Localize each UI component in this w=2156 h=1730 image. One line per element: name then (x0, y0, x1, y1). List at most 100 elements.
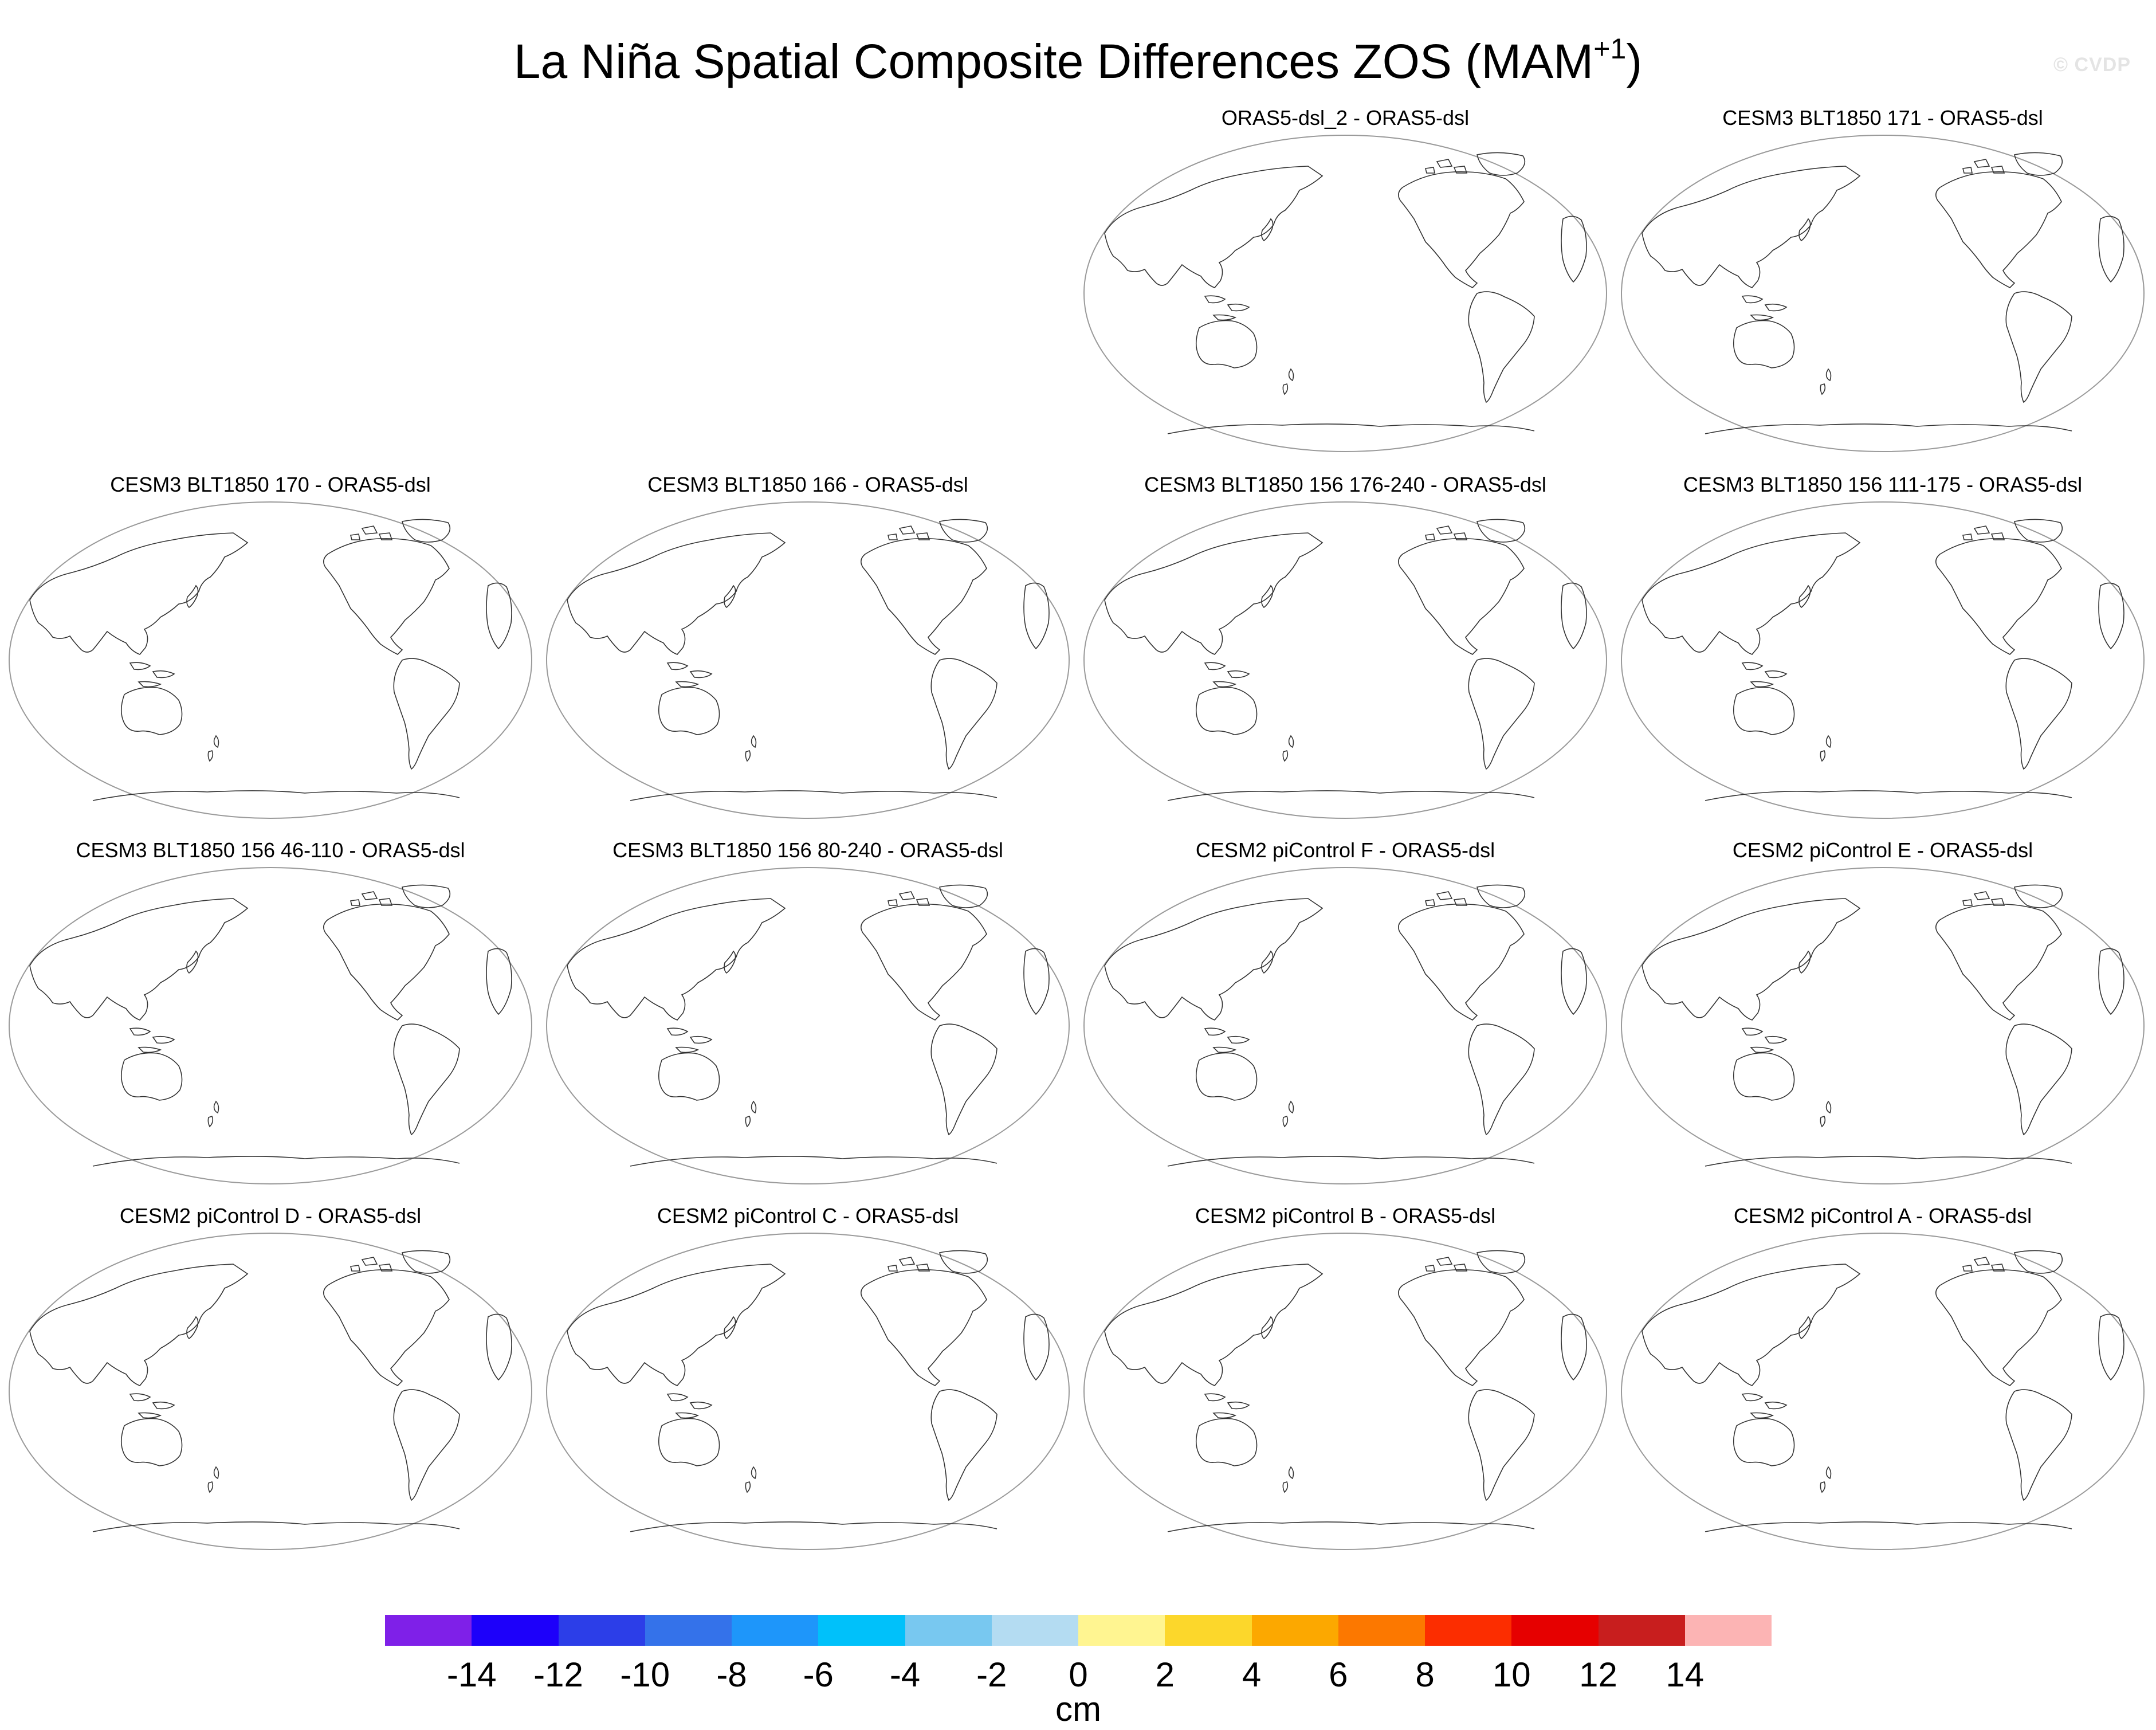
coastline (1641, 898, 1861, 1021)
panel-title: CESM3 BLT1850 170 - ORAS5-dsl (110, 473, 431, 496)
world-map (1083, 1233, 1607, 1550)
world-map (1621, 1233, 2145, 1550)
coastline (29, 898, 249, 1021)
coastline (1425, 891, 1468, 906)
coastline (1398, 1269, 1525, 1386)
coastline (2005, 1389, 2072, 1501)
coastline (1398, 903, 1525, 1021)
coastline (1798, 950, 1811, 974)
coastline (887, 891, 930, 906)
coastline (92, 1521, 460, 1532)
coastline (1820, 1466, 1832, 1493)
coastline (1476, 152, 1526, 176)
coastline (1104, 166, 1324, 288)
coastline (1741, 295, 1788, 321)
coastline (745, 1100, 757, 1128)
coastline (567, 532, 786, 655)
coastline (1261, 1316, 1274, 1340)
panel-title: CESM3 BLT1850 156 176-240 - ORAS5-dsl (1144, 473, 1546, 496)
coastline (2005, 291, 2072, 403)
coastline (1733, 686, 1795, 735)
coastline (724, 1316, 736, 1340)
coastline (1962, 525, 2005, 540)
coastline (1261, 950, 1274, 974)
colorbar-swatch (645, 1615, 732, 1646)
colorbar-tick-label: 10 (1492, 1656, 1531, 1694)
map-boundary (9, 867, 532, 1184)
coastline (323, 538, 450, 655)
coastline (1641, 166, 1861, 288)
map-panel: CESM2 piControl B - ORAS5-dsl (1082, 1203, 1609, 1550)
figure-title-text: La Niña Spatial Composite Differences ZO… (513, 34, 1594, 88)
panel-title: CESM3 BLT1850 156 46-110 - ORAS5-dsl (76, 838, 465, 862)
coastline (2014, 884, 2063, 908)
coastline (1195, 686, 1258, 735)
coastline (666, 1027, 713, 1053)
panel-title: CESM2 piControl E - ORAS5-dsl (1732, 838, 2033, 862)
coastline (2098, 582, 2124, 650)
map-boundary (9, 501, 532, 819)
coastline (745, 735, 757, 762)
coastline (29, 1264, 249, 1386)
coastline (1820, 1100, 1832, 1128)
coastline (1468, 1389, 1535, 1501)
coastline (186, 1316, 199, 1340)
colorbar-tick-label: -2 (976, 1656, 1007, 1694)
coastline (486, 582, 512, 650)
colorbar-tick-label: -8 (716, 1656, 747, 1694)
map-panel: CESM2 piControl D - ORAS5-dsl (7, 1203, 534, 1550)
colorbar-swatch (1078, 1615, 1165, 1646)
coastline (129, 1027, 175, 1053)
colorbar-swatch (818, 1615, 905, 1646)
coastline (1261, 218, 1274, 242)
coastline (658, 1052, 720, 1101)
map-panel: CESM2 piControl F - ORAS5-dsl (1082, 838, 1609, 1184)
world-map (1083, 867, 1607, 1184)
world-map (1621, 867, 2145, 1184)
coastline (120, 686, 183, 735)
coastline (120, 1052, 183, 1101)
world-map (546, 1233, 1070, 1550)
coastline (1167, 790, 1535, 801)
coastline (1561, 1313, 1587, 1381)
coastline (1468, 291, 1535, 403)
colorbar-tick-label: 12 (1579, 1656, 1617, 1694)
coastline (1705, 1156, 2072, 1167)
coastline (1705, 790, 2072, 801)
coastline (1398, 171, 1525, 288)
map-boundary (1621, 867, 2145, 1184)
coastline (29, 532, 249, 655)
coastline (1798, 1316, 1811, 1340)
colorbar-tick-label: 0 (1069, 1656, 1088, 1694)
coastline (861, 538, 987, 655)
panel-title: CESM3 BLT1850 171 - ORAS5-dsl (1722, 106, 2043, 130)
coastline (745, 1466, 757, 1493)
map-boundary (546, 867, 1070, 1184)
map-panel: CESM2 piControl C - ORAS5-dsl (544, 1203, 1071, 1550)
colorbar-swatch (1598, 1615, 1685, 1646)
coastline (1425, 159, 1468, 174)
coastline (1935, 538, 2062, 655)
map-boundary (1083, 867, 1607, 1184)
colorbar-swatch (1425, 1615, 1512, 1646)
coastline (887, 525, 930, 540)
coastline (350, 525, 393, 540)
coastline (1561, 215, 1587, 283)
coastline (1741, 1027, 1788, 1053)
coastline (2014, 152, 2063, 176)
coastline (861, 903, 987, 1021)
coastline (1104, 898, 1324, 1021)
coastline (724, 950, 736, 974)
coastline (1935, 1269, 2062, 1386)
coastline (207, 1466, 219, 1493)
colorbar-tick-label: -10 (620, 1656, 670, 1694)
coastline (92, 790, 460, 801)
coastline (350, 1257, 393, 1272)
coastline (393, 1389, 460, 1501)
coastline (658, 1418, 720, 1466)
coastline (92, 1156, 460, 1167)
map-boundary (1621, 135, 2145, 452)
coastline (1398, 538, 1525, 655)
map-boundary (546, 1233, 1070, 1550)
map-panel: CESM3 BLT1850 166 - ORAS5-dsl (544, 472, 1071, 819)
